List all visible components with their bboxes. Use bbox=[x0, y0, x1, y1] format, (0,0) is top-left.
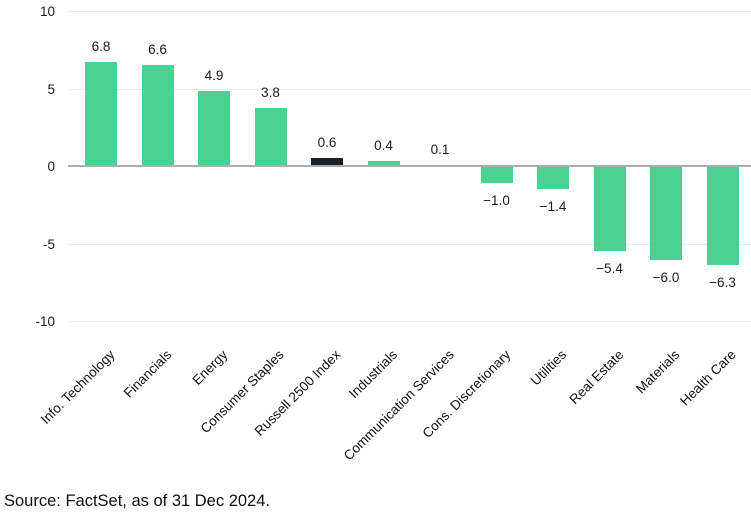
bar-value-label: 0.6 bbox=[317, 134, 337, 150]
y-axis-tick-label: -10 bbox=[35, 314, 55, 329]
source-note: Source: FactSet, as of 31 Dec 2024. bbox=[4, 492, 270, 510]
bar bbox=[141, 64, 174, 167]
bar bbox=[706, 167, 739, 265]
bar bbox=[593, 167, 626, 251]
y-gridline bbox=[68, 11, 751, 12]
y-axis-tick-label: 5 bbox=[47, 81, 55, 97]
bar-value-label: 0.4 bbox=[374, 137, 393, 153]
x-axis-category-label: Materials bbox=[633, 347, 683, 397]
x-axis-category-label: Utilities bbox=[528, 347, 570, 389]
bar bbox=[311, 157, 343, 167]
bar-value-label: 0.1 bbox=[430, 142, 450, 158]
y-axis-tick-label: -5 bbox=[42, 236, 55, 252]
bar-value-label: −1.0 bbox=[483, 192, 510, 208]
bar-value-label: 3.8 bbox=[261, 85, 280, 101]
y-axis-tick-label: 10 bbox=[39, 4, 55, 19]
bar-value-label: −6.3 bbox=[709, 274, 736, 290]
bar bbox=[537, 167, 569, 189]
x-axis-category-label: Info. Technology bbox=[37, 347, 118, 427]
bar-value-label: −5.4 bbox=[596, 260, 623, 276]
y-gridline bbox=[68, 243, 751, 245]
bar bbox=[650, 167, 682, 260]
bar bbox=[85, 61, 117, 167]
bar bbox=[367, 160, 400, 167]
bar bbox=[198, 91, 230, 167]
y-gridline bbox=[68, 88, 751, 90]
bar-value-label: 4.9 bbox=[204, 68, 224, 84]
x-axis-category-label: Financials bbox=[120, 347, 175, 401]
x-axis-category-label: Energy bbox=[189, 347, 231, 388]
zero-axis-line bbox=[68, 164, 751, 167]
bar bbox=[254, 108, 287, 167]
bar-value-label: 6.6 bbox=[148, 41, 167, 57]
bar-value-label: −6.0 bbox=[652, 270, 680, 285]
y-axis-tick-label: 0 bbox=[47, 159, 55, 174]
x-axis-category-label: Real Estate bbox=[566, 347, 627, 407]
x-axis-category-label: Industrials bbox=[345, 347, 401, 402]
bar-value-label: 6.8 bbox=[91, 38, 111, 54]
x-axis-category-label: Communication Services bbox=[340, 347, 457, 464]
bar-value-label: −1.4 bbox=[539, 198, 567, 214]
y-gridline bbox=[68, 321, 751, 322]
bar bbox=[480, 167, 513, 183]
x-axis-category-label: Health Care bbox=[677, 347, 740, 409]
